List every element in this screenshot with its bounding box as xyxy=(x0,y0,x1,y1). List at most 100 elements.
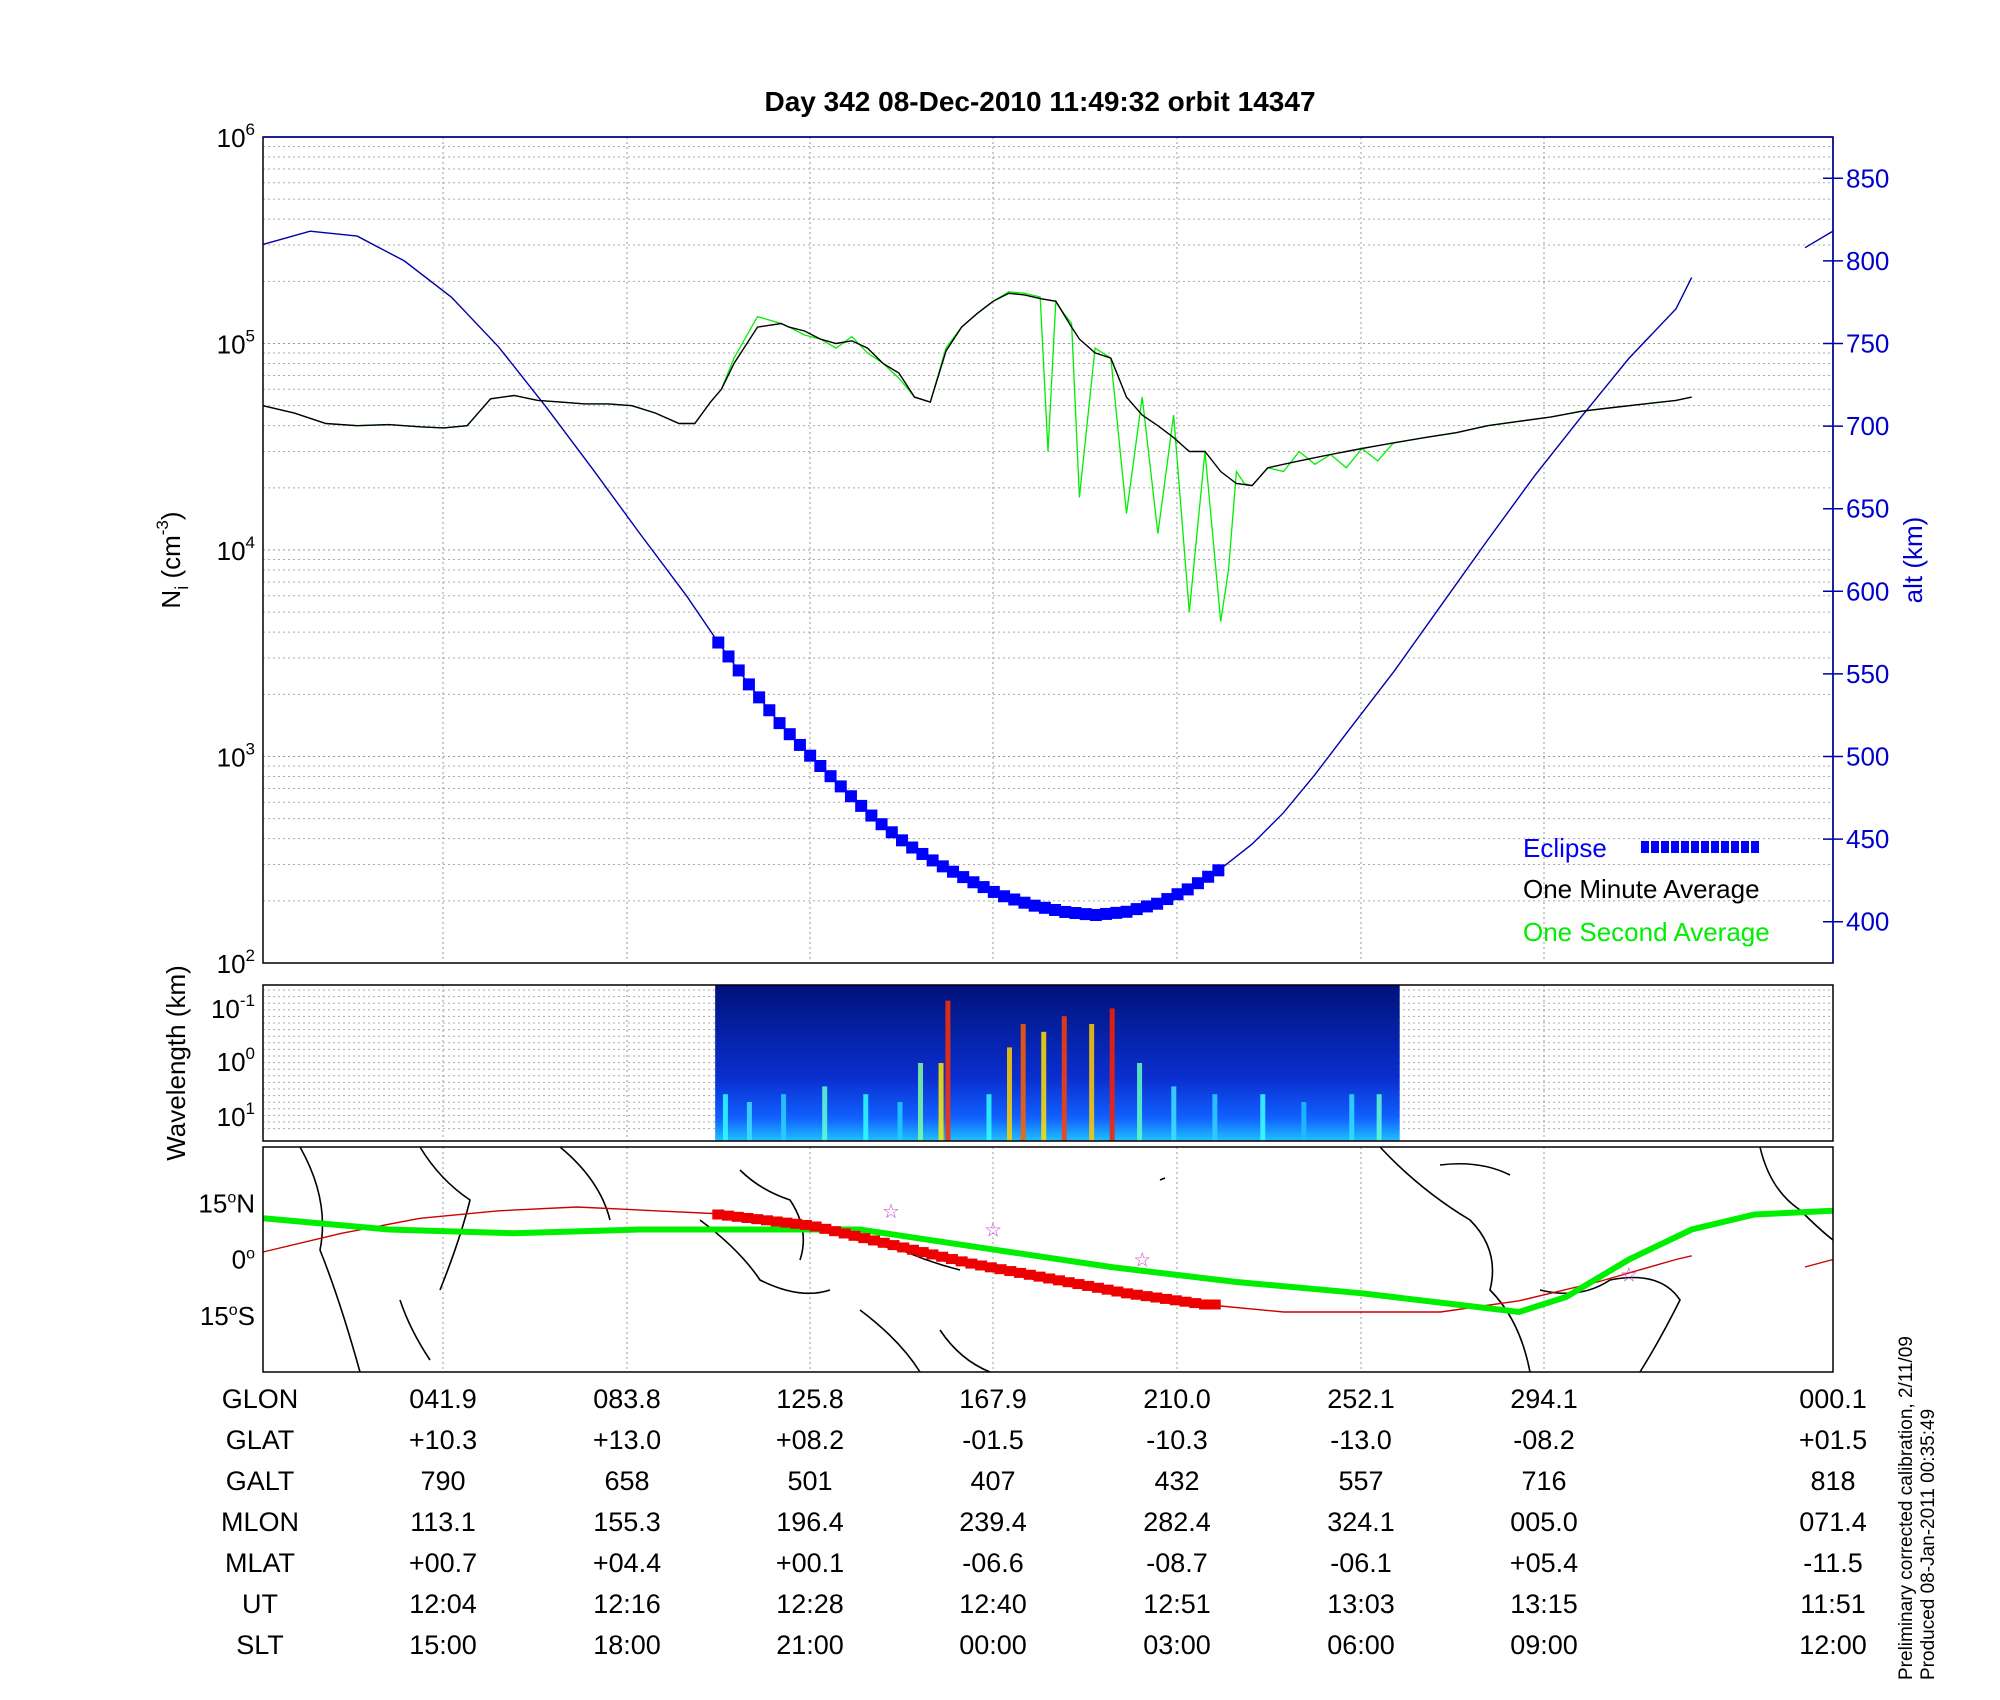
altitude-line-wrap xyxy=(1804,230,1834,249)
table-cell: 407 xyxy=(970,1466,1016,1496)
eclipse-marker xyxy=(1130,903,1143,916)
eclipse-marker xyxy=(998,890,1011,903)
table-row-label: GLAT xyxy=(225,1425,295,1455)
spectrogram-streak xyxy=(986,1094,992,1141)
map-y-tick-label: 15oS xyxy=(200,1301,255,1331)
eclipse-marker xyxy=(814,759,827,772)
eclipse-track-marker xyxy=(906,1244,919,1255)
table-cell: 210.0 xyxy=(1143,1384,1211,1414)
legend-eclipse-marker xyxy=(1681,841,1689,853)
legend-eclipse-marker xyxy=(1721,841,1729,853)
spectrogram-panel: 10-1 100 101 Wavelength (km) xyxy=(161,965,1834,1161)
table-cell: 12:40 xyxy=(959,1589,1027,1619)
map-y-tick-label: 0o xyxy=(232,1245,255,1275)
eclipse-marker xyxy=(783,728,796,741)
table-cell: 13:03 xyxy=(1327,1589,1395,1619)
eclipse-track-marker xyxy=(1072,1279,1085,1290)
eclipse-track-marker xyxy=(1189,1298,1202,1309)
table-cell: -06.6 xyxy=(962,1548,1024,1578)
spectrogram-streak xyxy=(945,1000,951,1141)
eclipse-track-marker xyxy=(1062,1277,1075,1288)
table-cell: 716 xyxy=(1521,1466,1567,1496)
eclipse-marker xyxy=(1089,909,1102,922)
one-minute-average-line xyxy=(262,292,1692,487)
table-cell: +10.3 xyxy=(408,1425,478,1455)
eclipse-track-marker xyxy=(936,1251,949,1262)
map-y-tick-label: 15oN xyxy=(198,1188,255,1218)
eclipse-track-marker xyxy=(1101,1284,1114,1295)
eclipse-track-marker xyxy=(926,1249,939,1260)
eclipse-marker xyxy=(1069,907,1082,920)
table-row-label: GALT xyxy=(225,1466,295,1496)
one-second-average-line xyxy=(262,291,1692,622)
table-cell: -08.7 xyxy=(1146,1548,1208,1578)
eclipse-track-marker xyxy=(809,1221,822,1232)
table-row-label: UT xyxy=(242,1589,278,1619)
legend-minute-label: One Minute Average xyxy=(1523,874,1760,904)
table-cell: +05.4 xyxy=(1509,1548,1579,1578)
star-marker: ☆ xyxy=(1620,1265,1638,1287)
y-tick-label-right: 550 xyxy=(1846,659,1889,689)
legend-eclipse-marker xyxy=(1731,841,1739,853)
eclipse-marker xyxy=(1110,906,1123,919)
coastline xyxy=(419,1146,471,1291)
eclipse-track-marker xyxy=(838,1228,851,1239)
table-cell: 790 xyxy=(420,1466,466,1496)
spectrogram-streak xyxy=(722,1094,728,1141)
eclipse-marker xyxy=(865,809,878,822)
table-cell: +13.0 xyxy=(592,1425,662,1455)
spectrogram-streak xyxy=(1349,1094,1355,1141)
eclipse-track-marker xyxy=(1082,1280,1095,1291)
table-cell: 083.8 xyxy=(593,1384,661,1414)
eclipse-marker xyxy=(977,881,990,894)
eclipse-marker xyxy=(1049,903,1062,916)
eclipse-marker xyxy=(1028,899,1041,912)
coastline xyxy=(1159,1177,1166,1181)
y-tick-label-right: 800 xyxy=(1846,246,1889,276)
eclipse-track-marker xyxy=(819,1223,832,1234)
table-cell: 658 xyxy=(604,1466,650,1496)
legend-eclipse-marker xyxy=(1641,841,1649,853)
eclipse-track-marker xyxy=(829,1226,842,1237)
eclipse-marker xyxy=(742,678,755,691)
eclipse-track-marker xyxy=(1043,1273,1056,1284)
table-cell: -06.1 xyxy=(1330,1548,1392,1578)
table-cell: 071.4 xyxy=(1799,1507,1867,1537)
eclipse-marker xyxy=(957,871,970,884)
eclipse-track-marker xyxy=(975,1260,988,1271)
spectrogram-y-tick-label: 100 xyxy=(217,1044,255,1077)
y-tick-label-left: 102 xyxy=(217,946,255,979)
eclipse-track-marker xyxy=(760,1215,773,1226)
eclipse-marker xyxy=(895,834,908,847)
eclipse-track-marker xyxy=(770,1216,783,1227)
eclipse-track-marker xyxy=(712,1209,725,1220)
table-cell: -01.5 xyxy=(962,1425,1024,1455)
legend-second-label: One Second Average xyxy=(1523,917,1770,947)
table-cell: 09:00 xyxy=(1510,1630,1578,1660)
eclipse-track-marker xyxy=(1199,1299,1211,1310)
table-cell: 155.3 xyxy=(593,1507,661,1537)
legend-eclipse-marker xyxy=(1691,841,1699,853)
eclipse-track-marker xyxy=(848,1230,861,1241)
y-tick-label-left: 103 xyxy=(217,740,255,773)
y-tick-label-right: 500 xyxy=(1846,742,1889,772)
orbit-track-wrap xyxy=(1804,1258,1834,1268)
spectrogram-streak xyxy=(1260,1094,1266,1141)
eclipse-track-marker xyxy=(1111,1286,1124,1297)
spectrogram-y-tick-label: 101 xyxy=(217,1099,255,1132)
coastline xyxy=(859,1309,991,1373)
spectrogram-streak xyxy=(1212,1094,1218,1141)
spectrogram-streak xyxy=(938,1063,944,1141)
table-cell: +00.7 xyxy=(408,1548,478,1578)
y-axis-label-left: Ni (cm-3) xyxy=(153,511,192,608)
coastline xyxy=(559,1146,611,1221)
eclipse-marker xyxy=(1181,883,1194,896)
table-cell: 113.1 xyxy=(410,1507,476,1537)
eclipse-track-marker xyxy=(1121,1288,1134,1299)
coastline xyxy=(1379,1146,1531,1373)
eclipse-track-marker xyxy=(868,1235,881,1246)
table-cell: 324.1 xyxy=(1327,1507,1395,1537)
eclipse-marker xyxy=(936,860,949,873)
spectrogram-streak xyxy=(746,1102,752,1141)
